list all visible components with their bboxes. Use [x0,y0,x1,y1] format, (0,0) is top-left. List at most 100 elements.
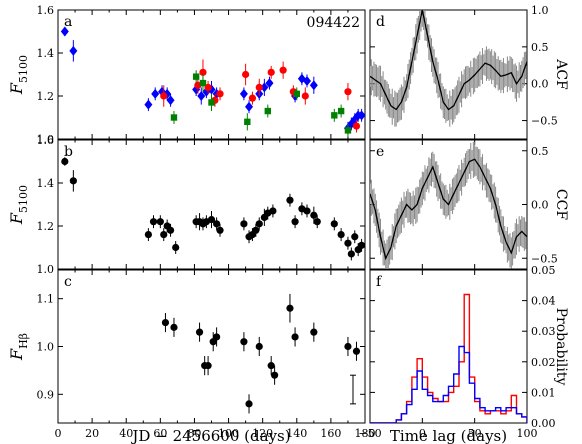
data-point-diamond [265,78,274,89]
data-point-diamond [245,101,254,112]
data-point-circle [161,318,170,327]
data-point-circle [344,342,352,351]
data-point-circle [301,92,309,100]
data-point-circle [160,231,168,239]
data-point-circle [172,243,180,252]
y-tick-label: 0.02 [531,356,556,369]
data-layer-e [370,141,527,269]
axes-frame-b [57,139,366,270]
panel-letter-a: a [64,14,72,30]
data-point-square [264,107,271,115]
data-point-square [170,114,178,121]
y-tick-label: 0.9 [37,388,55,401]
y-tick-label: 1.6 [37,4,55,17]
data-point-diamond [144,99,153,110]
data-point-circle [352,347,361,355]
panel-e: e 0.5 0.0 −0.5 CCF [369,139,569,270]
data-point-square [192,73,200,80]
panel-letter-d: d [376,14,385,30]
y-tick-label: 1.0 [531,4,549,17]
data-point-circle [357,241,365,249]
data-point-square [344,127,352,134]
data-point-square [331,112,338,119]
x-tick-label: −50 [358,427,381,440]
panel-letter-c: c [64,274,72,290]
data-point-circle [242,70,250,79]
data-point-circle [255,220,263,228]
y-tick-label: 1.0 [37,133,55,146]
y-axis-label-subscript: Hβ [17,333,30,349]
y-axis-label-subscript: 5100 [17,185,30,213]
data-point-circle [352,122,361,130]
y-axis-label-d: ACF [553,58,569,90]
data-point-square [199,79,207,87]
data-point-circle [337,231,345,239]
y-tick-label: 1.6 [37,134,55,147]
data-point-circle [255,83,263,91]
y-tick-label: −0.5 [531,252,558,265]
y-tick-label: 1.4 [37,177,55,190]
y-axis-label-f: Probability [553,308,569,386]
y-axis-label-b: F5100 [7,185,30,225]
y-tick-label: 1.0 [37,263,55,276]
y-tick-label: 1.4 [37,47,55,60]
x-tick-label: 50 [468,427,482,440]
data-point-circle [303,207,311,215]
panel-letter-b: b [64,144,73,160]
data-point-diamond [60,26,69,37]
object-id-label: 094422 [307,15,360,31]
data-point-circle [245,400,253,408]
x-tick-label: 60 [153,427,167,440]
data-point-circle [286,304,294,312]
data-point-diamond [260,82,269,93]
data-point-circle [204,83,212,91]
y-tick-label: 0.04 [531,295,556,308]
y-tick-label: 0.05 [531,264,556,277]
data-point-circle [269,207,277,215]
y-tick-label: 1.1 [37,293,55,306]
data-point-circle [156,218,164,226]
axes-frame-c [57,269,366,424]
data-point-circle [216,90,224,98]
data-point-square [337,107,345,115]
data-point-circle [310,328,318,336]
x-tick-label: 20 [85,427,99,440]
data-point-circle [199,68,207,76]
data-point-circle [291,218,299,226]
histogram-step-red [370,293,527,423]
data-point-circle [213,220,221,228]
x-tick-label: 40 [119,427,133,440]
data-point-circle [207,215,216,224]
data-point-square [244,118,251,125]
data-layer-b [61,157,365,261]
y-axis-label-subscript: 5100 [17,55,30,83]
y-tick-label: 0.0 [531,78,549,91]
y-tick-label: 0.5 [531,145,549,158]
y-tick-label: 0.00 [531,417,556,430]
axes-frame-f [369,269,528,424]
data-point-circle [291,333,299,341]
data-point-diamond [69,45,78,56]
data-layer-f [370,293,527,423]
data-point-circle [240,338,248,346]
data-point-circle [267,68,275,76]
data-point-diamond [309,80,318,91]
y-tick-label: 0.5 [531,41,549,54]
data-point-diamond [151,88,160,99]
data-point-circle [344,239,352,247]
y-axis-label-a: F5100 [7,55,30,95]
x-tick-label: 0 [419,427,426,440]
panel-letter-f: f [376,274,383,290]
y-tick-label: 1.2 [37,90,55,103]
data-point-circle [144,231,152,239]
data-point-circle [216,226,224,234]
data-layer-a [60,26,365,137]
data-point-circle [271,371,279,379]
x-tick-label: 180 [355,427,376,440]
data-point-circle [267,362,275,370]
data-point-circle [313,218,321,226]
x-tick-label: 140 [286,427,307,440]
data-point-circle [204,362,212,370]
x-tick-label: 0 [55,427,62,440]
